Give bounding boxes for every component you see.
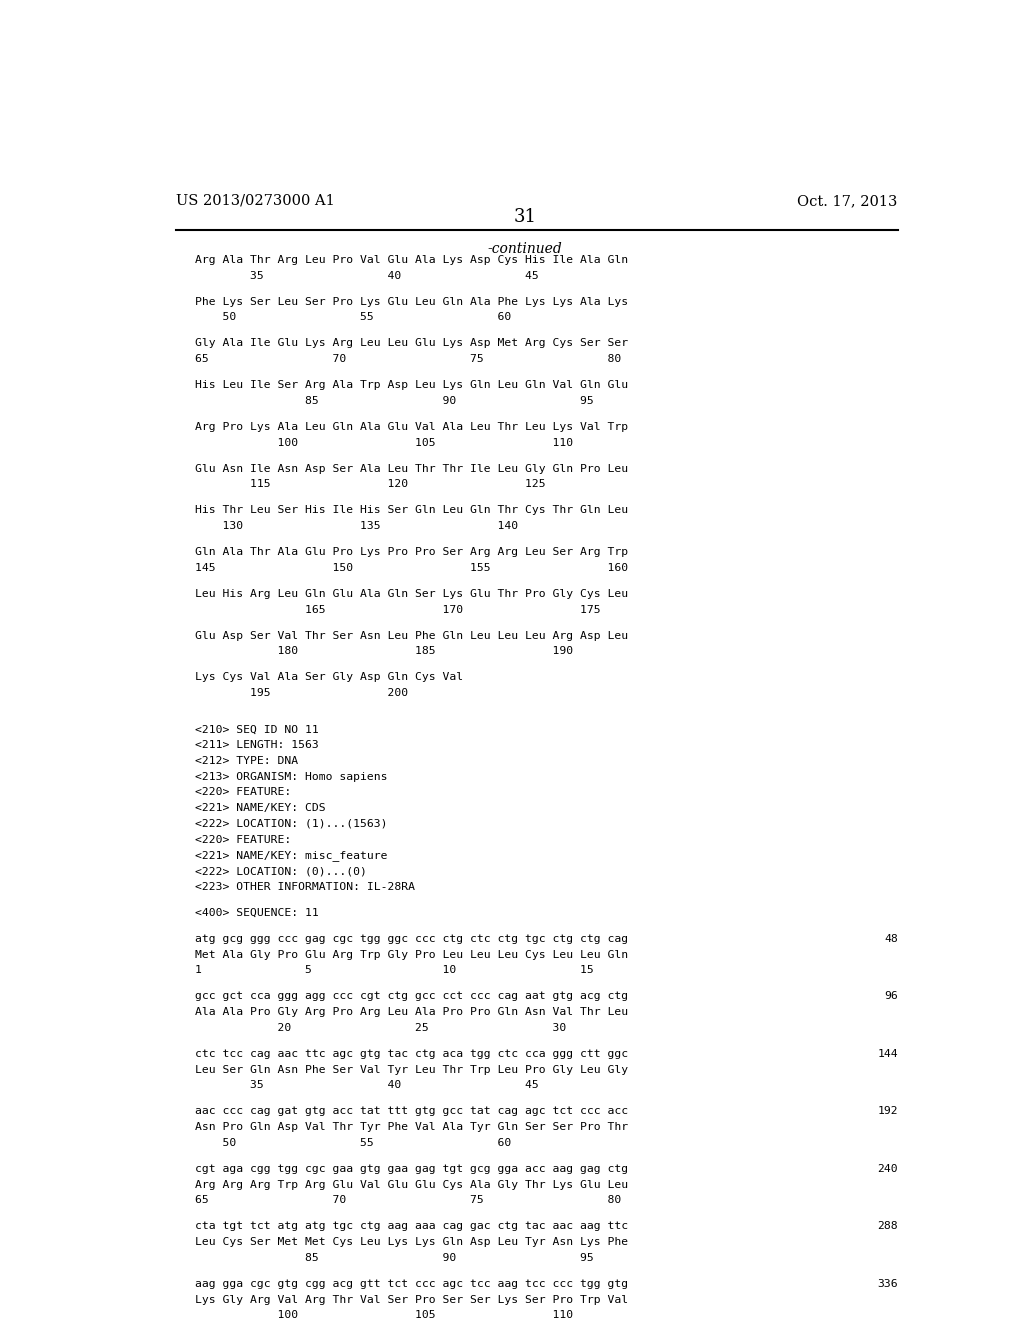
Text: Gly Ala Ile Glu Lys Arg Leu Leu Glu Lys Asp Met Arg Cys Ser Ser: Gly Ala Ile Glu Lys Arg Leu Leu Glu Lys …	[196, 338, 629, 348]
Text: 20                  25                  30: 20 25 30	[196, 1023, 566, 1034]
Text: <220> FEATURE:: <220> FEATURE:	[196, 788, 292, 797]
Text: 180                 185                 190: 180 185 190	[196, 647, 573, 656]
Text: 85                  90                  95: 85 90 95	[196, 1253, 594, 1263]
Text: 165                 170                 175: 165 170 175	[196, 605, 601, 615]
Text: 50                  55                  60: 50 55 60	[196, 1138, 512, 1148]
Text: ctc tcc cag aac ttc agc gtg tac ctg aca tgg ctc cca ggg ctt ggc: ctc tcc cag aac ttc agc gtg tac ctg aca …	[196, 1049, 629, 1059]
Text: 65                  70                  75                  80: 65 70 75 80	[196, 1196, 622, 1205]
Text: 336: 336	[878, 1279, 898, 1290]
Text: <210> SEQ ID NO 11: <210> SEQ ID NO 11	[196, 725, 319, 734]
Text: 288: 288	[878, 1221, 898, 1232]
Text: Gln Ala Thr Ala Glu Pro Lys Pro Pro Ser Arg Arg Leu Ser Arg Trp: Gln Ala Thr Ala Glu Pro Lys Pro Pro Ser …	[196, 548, 629, 557]
Text: <212> TYPE: DNA: <212> TYPE: DNA	[196, 756, 299, 766]
Text: US 2013/0273000 A1: US 2013/0273000 A1	[176, 194, 335, 209]
Text: 115                 120                 125: 115 120 125	[196, 479, 546, 490]
Text: atg gcg ggg ccc gag cgc tgg ggc ccc ctg ctc ctg tgc ctg ctg cag: atg gcg ggg ccc gag cgc tgg ggc ccc ctg …	[196, 935, 629, 944]
Text: Arg Ala Thr Arg Leu Pro Val Glu Ala Lys Asp Cys His Ile Ala Gln: Arg Ala Thr Arg Leu Pro Val Glu Ala Lys …	[196, 255, 629, 265]
Text: 65                  70                  75                  80: 65 70 75 80	[196, 354, 622, 364]
Text: Arg Arg Arg Trp Arg Glu Val Glu Glu Cys Ala Gly Thr Lys Glu Leu: Arg Arg Arg Trp Arg Glu Val Glu Glu Cys …	[196, 1180, 629, 1189]
Text: 35                  40                  45: 35 40 45	[196, 271, 540, 281]
Text: Ala Ala Pro Gly Arg Pro Arg Leu Ala Pro Pro Gln Asn Val Thr Leu: Ala Ala Pro Gly Arg Pro Arg Leu Ala Pro …	[196, 1007, 629, 1018]
Text: 240: 240	[878, 1164, 898, 1173]
Text: cta tgt tct atg atg tgc ctg aag aaa cag gac ctg tac aac aag ttc: cta tgt tct atg atg tgc ctg aag aaa cag …	[196, 1221, 629, 1232]
Text: 1               5                   10                  15: 1 5 10 15	[196, 965, 594, 975]
Text: <220> FEATURE:: <220> FEATURE:	[196, 834, 292, 845]
Text: 145                 150                 155                 160: 145 150 155 160	[196, 562, 629, 573]
Text: <211> LENGTH: 1563: <211> LENGTH: 1563	[196, 741, 319, 750]
Text: <213> ORGANISM: Homo sapiens: <213> ORGANISM: Homo sapiens	[196, 772, 388, 781]
Text: 192: 192	[878, 1106, 898, 1117]
Text: Lys Cys Val Ala Ser Gly Asp Gln Cys Val: Lys Cys Val Ala Ser Gly Asp Gln Cys Val	[196, 672, 464, 682]
Text: aac ccc cag gat gtg acc tat ttt gtg gcc tat cag agc tct ccc acc: aac ccc cag gat gtg acc tat ttt gtg gcc …	[196, 1106, 629, 1117]
Text: <400> SEQUENCE: 11: <400> SEQUENCE: 11	[196, 908, 319, 917]
Text: cgt aga cgg tgg cgc gaa gtg gaa gag tgt gcg gga acc aag gag ctg: cgt aga cgg tgg cgc gaa gtg gaa gag tgt …	[196, 1164, 629, 1173]
Text: 31: 31	[513, 209, 537, 226]
Text: 130                 135                 140: 130 135 140	[196, 521, 518, 531]
Text: Glu Asn Ile Asn Asp Ser Ala Leu Thr Thr Ile Leu Gly Gln Pro Leu: Glu Asn Ile Asn Asp Ser Ala Leu Thr Thr …	[196, 463, 629, 474]
Text: His Leu Ile Ser Arg Ala Trp Asp Leu Lys Gln Leu Gln Val Gln Glu: His Leu Ile Ser Arg Ala Trp Asp Leu Lys …	[196, 380, 629, 391]
Text: gcc gct cca ggg agg ccc cgt ctg gcc cct ccc cag aat gtg acg ctg: gcc gct cca ggg agg ccc cgt ctg gcc cct …	[196, 991, 629, 1002]
Text: Lys Gly Arg Val Arg Thr Val Ser Pro Ser Ser Lys Ser Pro Trp Val: Lys Gly Arg Val Arg Thr Val Ser Pro Ser …	[196, 1295, 629, 1304]
Text: Oct. 17, 2013: Oct. 17, 2013	[798, 194, 898, 209]
Text: Leu Ser Gln Asn Phe Ser Val Tyr Leu Thr Trp Leu Pro Gly Leu Gly: Leu Ser Gln Asn Phe Ser Val Tyr Leu Thr …	[196, 1065, 629, 1074]
Text: 96: 96	[884, 991, 898, 1002]
Text: Asn Pro Gln Asp Val Thr Tyr Phe Val Ala Tyr Gln Ser Ser Pro Thr: Asn Pro Gln Asp Val Thr Tyr Phe Val Ala …	[196, 1122, 629, 1133]
Text: Arg Pro Lys Ala Leu Gln Ala Glu Val Ala Leu Thr Leu Lys Val Trp: Arg Pro Lys Ala Leu Gln Ala Glu Val Ala …	[196, 422, 629, 432]
Text: Phe Lys Ser Leu Ser Pro Lys Glu Leu Gln Ala Phe Lys Lys Ala Lys: Phe Lys Ser Leu Ser Pro Lys Glu Leu Gln …	[196, 297, 629, 306]
Text: Glu Asp Ser Val Thr Ser Asn Leu Phe Gln Leu Leu Leu Arg Asp Leu: Glu Asp Ser Val Thr Ser Asn Leu Phe Gln …	[196, 631, 629, 640]
Text: 100                 105                 110: 100 105 110	[196, 438, 573, 447]
Text: 144: 144	[878, 1049, 898, 1059]
Text: 195                 200: 195 200	[196, 688, 409, 698]
Text: His Thr Leu Ser His Ile His Ser Gln Leu Gln Thr Cys Thr Gln Leu: His Thr Leu Ser His Ile His Ser Gln Leu …	[196, 506, 629, 515]
Text: <223> OTHER INFORMATION: IL-28RA: <223> OTHER INFORMATION: IL-28RA	[196, 882, 416, 892]
Text: <221> NAME/KEY: misc_feature: <221> NAME/KEY: misc_feature	[196, 850, 388, 862]
Text: 85                  90                  95: 85 90 95	[196, 396, 594, 407]
Text: Leu His Arg Leu Gln Glu Ala Gln Ser Lys Glu Thr Pro Gly Cys Leu: Leu His Arg Leu Gln Glu Ala Gln Ser Lys …	[196, 589, 629, 599]
Text: 50                  55                  60: 50 55 60	[196, 313, 512, 322]
Text: Leu Cys Ser Met Met Cys Leu Lys Lys Gln Asp Leu Tyr Asn Lys Phe: Leu Cys Ser Met Met Cys Leu Lys Lys Gln …	[196, 1237, 629, 1247]
Text: <222> LOCATION: (0)...(0): <222> LOCATION: (0)...(0)	[196, 866, 368, 876]
Text: <221> NAME/KEY: CDS: <221> NAME/KEY: CDS	[196, 803, 326, 813]
Text: 48: 48	[884, 935, 898, 944]
Text: 35                  40                  45: 35 40 45	[196, 1081, 540, 1090]
Text: Met Ala Gly Pro Glu Arg Trp Gly Pro Leu Leu Leu Cys Leu Leu Gln: Met Ala Gly Pro Glu Arg Trp Gly Pro Leu …	[196, 949, 629, 960]
Text: <222> LOCATION: (1)...(1563): <222> LOCATION: (1)...(1563)	[196, 818, 388, 829]
Text: -continued: -continued	[487, 242, 562, 256]
Text: 100                 105                 110: 100 105 110	[196, 1311, 573, 1320]
Text: aag gga cgc gtg cgg acg gtt tct ccc agc tcc aag tcc ccc tgg gtg: aag gga cgc gtg cgg acg gtt tct ccc agc …	[196, 1279, 629, 1290]
